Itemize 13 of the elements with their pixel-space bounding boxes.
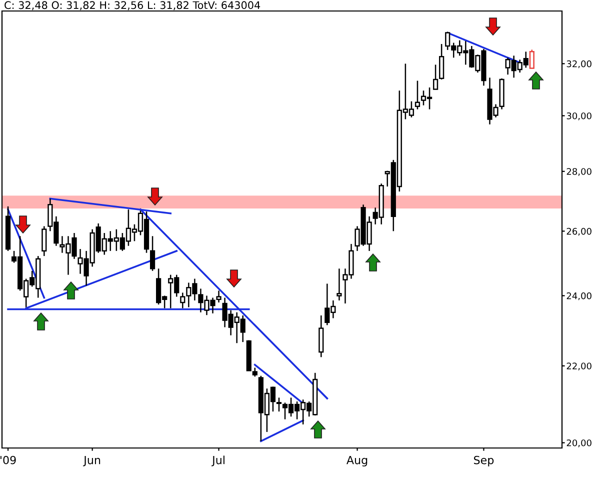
y-tick-label: 24,00 <box>566 292 592 300</box>
x-tick-label: Sep <box>474 456 494 466</box>
y-tick-label: 22,00 <box>566 362 592 370</box>
y-tick-label: 32,00 <box>566 60 592 68</box>
x-tick-label: Jun <box>83 456 100 466</box>
y-tick-label: 26,00 <box>566 228 592 236</box>
y-tick-label: 20,00 <box>566 439 592 448</box>
chart-title: C: 32,48 O: 31,82 H: 32,56 L: 31,82 TotV: 643004 <box>4 1 260 10</box>
x-tick-label: '09 <box>0 456 16 464</box>
x-tick-label: Aug <box>346 456 368 466</box>
y-tick-label: 30,00 <box>566 112 592 120</box>
y-tick-label: 28,00 <box>566 168 592 176</box>
x-tick-label: Jul <box>211 456 224 466</box>
